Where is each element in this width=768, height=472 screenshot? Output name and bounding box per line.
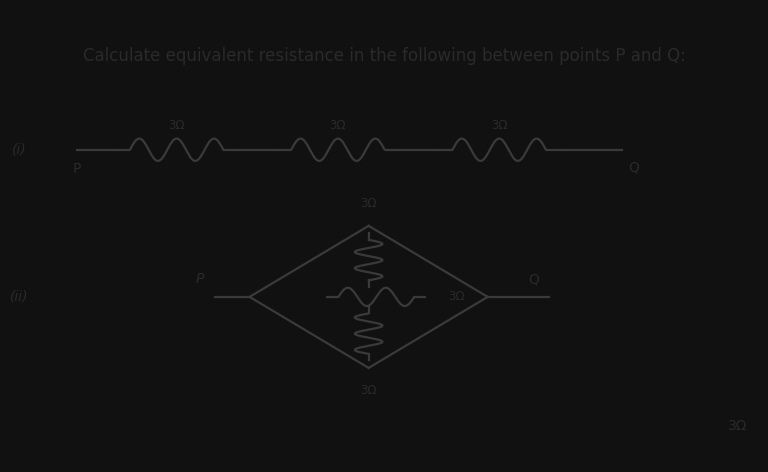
Text: P: P <box>196 272 204 286</box>
Text: (ii): (ii) <box>10 290 28 304</box>
Text: 3Ω: 3Ω <box>360 196 377 210</box>
Text: 3Ω: 3Ω <box>360 384 377 397</box>
Text: Q: Q <box>528 272 539 286</box>
Text: (i): (i) <box>12 143 27 157</box>
Text: 3Ω: 3Ω <box>168 119 185 132</box>
Text: 3Ω: 3Ω <box>448 290 464 303</box>
Text: 3Ω: 3Ω <box>329 119 346 132</box>
Text: Calculate equivalent resistance in the following between points P and Q:: Calculate equivalent resistance in the f… <box>83 47 685 65</box>
Text: 3Ω: 3Ω <box>727 419 747 433</box>
Text: 3Ω: 3Ω <box>491 119 508 132</box>
Text: P: P <box>73 162 81 176</box>
Text: Q: Q <box>628 160 639 175</box>
